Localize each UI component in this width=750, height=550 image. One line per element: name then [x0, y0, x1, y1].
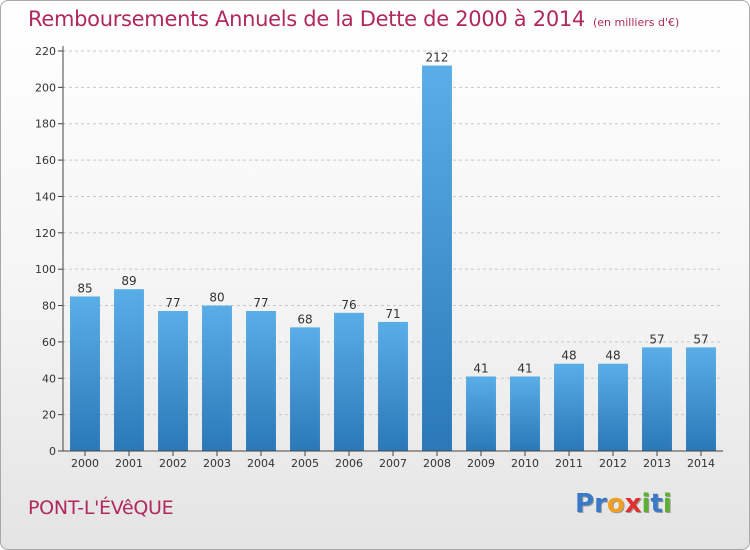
- x-tick-label: 2007: [379, 457, 407, 470]
- y-tick-label: 160: [35, 154, 56, 167]
- x-tick-label: 2006: [335, 457, 363, 470]
- x-tick-label: 2011: [555, 457, 583, 470]
- y-tick-label: 220: [35, 45, 56, 58]
- labels: 0 20 40 60 80 100 120 140 160 180 200 220 85 2000 89 20…: [35, 45, 715, 470]
- y-tick-label: 120: [35, 227, 56, 240]
- bar-value-label: 41: [473, 361, 488, 375]
- bar: [642, 347, 672, 451]
- x-tick-label: 2005: [291, 457, 319, 470]
- bar: [422, 65, 452, 451]
- y-tick-label: 80: [42, 300, 56, 313]
- bar: [290, 327, 320, 451]
- bar: [334, 312, 364, 451]
- bar: [114, 289, 144, 451]
- bar-value-label: 57: [649, 332, 664, 346]
- bar: [70, 296, 100, 451]
- bar: [510, 376, 540, 451]
- y-tick-label: 100: [35, 263, 56, 276]
- place-name: PONT-L'ÉVêQUE: [28, 497, 174, 519]
- bars: [70, 65, 716, 451]
- bar: [246, 311, 276, 451]
- y-tick-label: 140: [35, 190, 56, 203]
- y-tick-label: 180: [35, 118, 56, 131]
- chart-title: Remboursements Annuels de la Dette de 20…: [28, 7, 679, 31]
- y-tick-label: 200: [35, 81, 56, 94]
- bar-value-label: 48: [605, 349, 620, 363]
- x-tick-label: 2009: [467, 457, 495, 470]
- y-tick-label: 20: [42, 409, 56, 422]
- x-tick-label: 2002: [159, 457, 187, 470]
- x-tick-label: 2008: [423, 457, 451, 470]
- x-tick-label: 2010: [511, 457, 539, 470]
- axes: [58, 46, 723, 456]
- chart-unit: (en milliers d'€): [593, 16, 680, 29]
- bar: [554, 363, 584, 451]
- bar: [158, 311, 188, 451]
- x-tick-label: 2003: [203, 457, 231, 470]
- bar: [686, 347, 716, 451]
- y-tick-label: 60: [42, 336, 56, 349]
- bar-value-label: 89: [121, 274, 136, 288]
- x-tick-label: 2014: [687, 457, 715, 470]
- y-tick-label: 40: [42, 372, 56, 385]
- x-tick-label: 2012: [599, 457, 627, 470]
- x-tick-label: 2001: [115, 457, 143, 470]
- bar-value-label: 68: [297, 312, 312, 326]
- bar-value-label: 212: [426, 51, 449, 65]
- x-tick-label: 2004: [247, 457, 275, 470]
- bar-value-label: 85: [77, 281, 92, 295]
- bar-value-label: 71: [385, 307, 400, 321]
- bar-value-label: 57: [693, 332, 708, 346]
- proxiti-logo: Proxiti: [575, 489, 672, 519]
- bar-value-label: 77: [253, 296, 268, 310]
- bar-value-label: 80: [209, 291, 224, 305]
- bar-value-label: 77: [165, 296, 180, 310]
- bar-value-label: 41: [517, 361, 532, 375]
- x-tick-label: 2013: [643, 457, 671, 470]
- bar: [466, 376, 496, 451]
- bar-value-label: 48: [561, 349, 576, 363]
- bar: [378, 321, 408, 451]
- chart-title-text: Remboursements Annuels de la Dette de 20…: [28, 7, 585, 31]
- y-tick-label: 0: [49, 445, 56, 458]
- bar: [202, 305, 232, 451]
- bar-value-label: 76: [341, 298, 356, 312]
- x-tick-label: 2000: [71, 457, 99, 470]
- bar: [598, 363, 628, 451]
